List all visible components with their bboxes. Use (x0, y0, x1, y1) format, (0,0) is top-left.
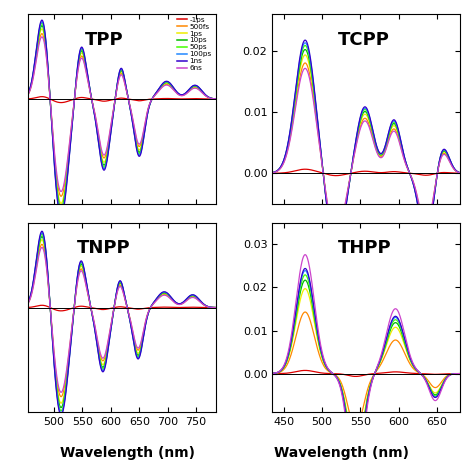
Legend: -1ps, 500fs, 1ps, 10ps, 50ps, 100ps, 1ns, 6ns: -1ps, 500fs, 1ps, 10ps, 50ps, 100ps, 1ns… (176, 16, 212, 72)
Text: THPP: THPP (338, 239, 392, 257)
Text: TPP: TPP (85, 30, 123, 48)
Text: TCPP: TCPP (338, 30, 390, 48)
Text: Wavelength (nm): Wavelength (nm) (274, 447, 409, 460)
Text: Wavelength (nm): Wavelength (nm) (61, 447, 195, 460)
Text: TNPP: TNPP (77, 239, 131, 257)
